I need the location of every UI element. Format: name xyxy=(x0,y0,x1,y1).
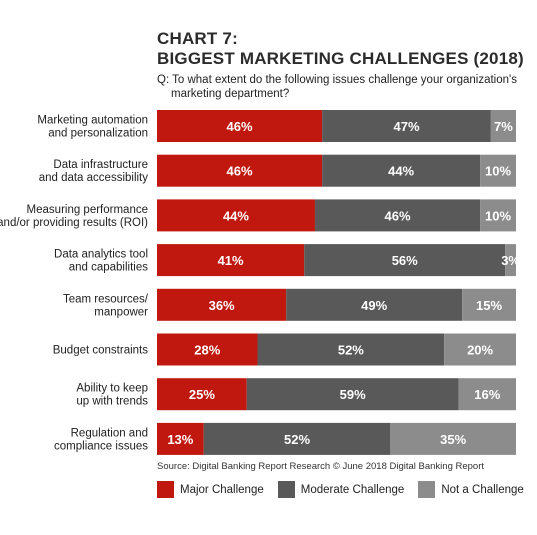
data-label-not: 3% xyxy=(501,253,520,268)
data-label-major: 41% xyxy=(218,253,244,268)
data-label-major: 46% xyxy=(227,119,253,134)
bar-segment-major xyxy=(157,199,315,232)
question-line2: marketing department? xyxy=(171,88,290,100)
data-label-not: 16% xyxy=(474,387,500,402)
data-label-major: 28% xyxy=(194,343,220,358)
bar-segment-moderate xyxy=(322,154,481,187)
legend-swatch-not xyxy=(418,481,436,498)
chart-title-line1: CHART 7: xyxy=(157,29,238,48)
legend-swatch-major xyxy=(157,481,174,498)
legend-swatch-moderate xyxy=(277,481,295,498)
bar-segment-moderate xyxy=(246,378,459,411)
bar-segment-not xyxy=(390,422,516,455)
legend-item-major: Major Challenge xyxy=(157,481,264,498)
legend-label-moderate: Moderate Challenge xyxy=(300,483,405,496)
data-label-major: 44% xyxy=(223,208,249,223)
data-label-moderate: 46% xyxy=(385,208,411,223)
data-label-moderate: 56% xyxy=(392,253,418,268)
bar-segment-major xyxy=(157,244,305,277)
data-label-moderate: 59% xyxy=(340,387,366,402)
chart-question: Q: To what extent do the following issue… xyxy=(157,73,517,101)
category-label: Team resources/manpower xyxy=(63,293,149,318)
category-label: Regulation and compliance issues xyxy=(54,427,148,452)
data-label-moderate: 47% xyxy=(393,119,419,134)
category-label: Budget constraints xyxy=(53,345,149,357)
data-label-moderate: 52% xyxy=(284,432,310,447)
bar-segment-not xyxy=(480,154,516,187)
category-label: Data infrastructure and data accessibilit… xyxy=(39,159,149,184)
legend-item-moderate: Moderate Challenge xyxy=(277,481,405,498)
bar-segment-moderate xyxy=(314,199,481,232)
bar-segment-moderate xyxy=(286,288,463,321)
bar-segment-not xyxy=(490,110,516,142)
category-label: Marketing automation and personalization xyxy=(37,115,148,140)
bar-segment-not xyxy=(462,288,516,321)
category-label: Ability to keep up with trends xyxy=(76,383,148,408)
data-label-major: 46% xyxy=(227,164,253,179)
chart-title-line2: BIGGEST MARKETING CHALLENGES (2018) xyxy=(157,49,524,68)
bar-segment-major xyxy=(157,110,323,142)
bar-segment-not xyxy=(458,378,516,411)
bar-segment-major xyxy=(157,333,258,366)
question-line1: Q: To what extent do the following issue… xyxy=(157,74,517,86)
data-label-moderate: 44% xyxy=(388,164,414,179)
legend: Major Challenge Moderate Challenge Not a… xyxy=(157,481,537,498)
bar-segment-not xyxy=(505,244,516,277)
data-label-not: 35% xyxy=(440,432,466,447)
source-note: Source: Digital Banking Report Research … xyxy=(157,461,485,472)
bar-segment-major xyxy=(157,288,287,321)
bar-segment-moderate xyxy=(304,244,506,277)
bar-segment-major xyxy=(157,378,247,411)
bar-segment-moderate xyxy=(257,333,445,366)
category-label: Data analytics tool and capabilities xyxy=(54,249,148,274)
data-label-not: 20% xyxy=(467,343,493,358)
data-label-not: 15% xyxy=(476,298,502,313)
data-label-major: 36% xyxy=(209,298,235,313)
bar-segment-major xyxy=(157,154,323,187)
legend-item-not: Not a Challenge xyxy=(418,481,524,498)
bar-segment-moderate xyxy=(203,422,391,455)
data-label-not: 7% xyxy=(494,119,513,134)
data-label-not: 10% xyxy=(485,208,511,223)
category-label: Measuring performance and/or providing re… xyxy=(0,204,148,229)
bar-segment-not xyxy=(480,199,516,232)
bar-segment-moderate xyxy=(322,110,491,142)
data-label-moderate: 52% xyxy=(338,343,364,358)
bar-segment-major xyxy=(157,422,204,455)
data-label-major: 25% xyxy=(189,387,215,402)
data-label-moderate: 49% xyxy=(361,298,387,313)
data-label-major: 13% xyxy=(167,432,193,447)
legend-label-major: Major Challenge xyxy=(180,483,264,496)
legend-label-not: Not a Challenge xyxy=(441,483,524,496)
bar-segment-not xyxy=(444,333,516,366)
data-label-not: 10% xyxy=(485,164,511,179)
